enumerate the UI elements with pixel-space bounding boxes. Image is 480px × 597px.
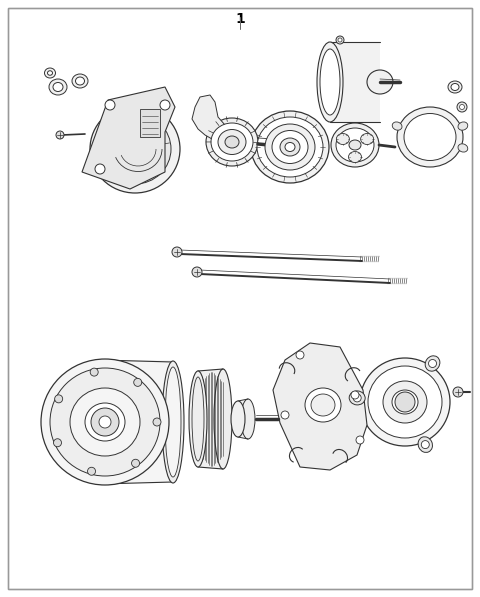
Circle shape (153, 418, 161, 426)
Ellipse shape (311, 394, 335, 416)
Circle shape (95, 164, 105, 174)
Ellipse shape (206, 118, 258, 166)
Polygon shape (198, 369, 223, 469)
Ellipse shape (448, 81, 462, 93)
Circle shape (429, 359, 436, 368)
Ellipse shape (218, 130, 246, 155)
Circle shape (192, 267, 202, 277)
Ellipse shape (90, 105, 180, 193)
Polygon shape (192, 95, 240, 152)
Circle shape (421, 441, 429, 448)
Ellipse shape (418, 437, 432, 453)
Ellipse shape (50, 368, 160, 476)
Circle shape (160, 100, 170, 110)
Ellipse shape (192, 377, 204, 461)
Ellipse shape (41, 359, 169, 485)
Ellipse shape (280, 138, 300, 156)
Circle shape (56, 131, 64, 139)
Ellipse shape (383, 381, 427, 423)
Ellipse shape (404, 113, 456, 161)
Circle shape (351, 391, 359, 399)
Circle shape (356, 436, 364, 444)
Ellipse shape (72, 74, 88, 88)
Circle shape (105, 100, 115, 110)
Circle shape (172, 247, 182, 257)
Ellipse shape (392, 122, 402, 130)
Circle shape (457, 102, 467, 112)
Ellipse shape (368, 366, 442, 438)
Ellipse shape (348, 152, 361, 162)
Ellipse shape (241, 399, 255, 439)
Polygon shape (82, 87, 175, 189)
Ellipse shape (165, 367, 181, 477)
Circle shape (99, 416, 111, 428)
Ellipse shape (451, 84, 459, 91)
Ellipse shape (225, 136, 239, 148)
Ellipse shape (317, 42, 343, 122)
Ellipse shape (214, 369, 232, 469)
Circle shape (53, 439, 61, 447)
Circle shape (281, 411, 289, 419)
Ellipse shape (458, 144, 468, 152)
Polygon shape (238, 399, 248, 439)
Text: 1: 1 (235, 12, 245, 26)
Ellipse shape (70, 388, 140, 456)
Circle shape (453, 387, 463, 397)
Ellipse shape (392, 390, 418, 414)
Circle shape (134, 378, 142, 386)
Ellipse shape (211, 123, 253, 161)
Circle shape (55, 395, 63, 403)
Circle shape (91, 408, 119, 436)
Ellipse shape (360, 358, 450, 446)
Ellipse shape (48, 71, 52, 75)
Circle shape (338, 38, 342, 42)
Circle shape (353, 394, 361, 402)
Ellipse shape (458, 122, 468, 130)
Polygon shape (100, 360, 173, 484)
Circle shape (336, 36, 344, 44)
Ellipse shape (425, 356, 440, 371)
Ellipse shape (331, 123, 379, 167)
Ellipse shape (265, 124, 315, 170)
Ellipse shape (85, 403, 125, 441)
Ellipse shape (120, 135, 150, 163)
Ellipse shape (305, 388, 341, 422)
Ellipse shape (336, 134, 349, 144)
Ellipse shape (189, 371, 207, 467)
Ellipse shape (397, 107, 463, 167)
Ellipse shape (99, 114, 171, 184)
Ellipse shape (251, 111, 329, 183)
Polygon shape (273, 343, 367, 470)
Ellipse shape (75, 77, 84, 85)
Ellipse shape (231, 401, 245, 437)
Ellipse shape (126, 140, 144, 158)
Circle shape (87, 467, 96, 475)
Ellipse shape (336, 128, 374, 162)
Ellipse shape (320, 49, 340, 115)
Polygon shape (330, 42, 380, 122)
Circle shape (90, 368, 98, 376)
Ellipse shape (367, 70, 393, 94)
Ellipse shape (45, 68, 56, 78)
Ellipse shape (49, 79, 67, 95)
Ellipse shape (162, 361, 184, 483)
Ellipse shape (360, 134, 373, 144)
Bar (140, 109, 160, 137)
Ellipse shape (257, 117, 323, 177)
Ellipse shape (349, 391, 365, 405)
Ellipse shape (349, 140, 361, 150)
Circle shape (296, 351, 304, 359)
Circle shape (132, 459, 140, 467)
Circle shape (395, 392, 415, 412)
Ellipse shape (272, 131, 308, 164)
Ellipse shape (53, 82, 63, 91)
Circle shape (459, 104, 465, 109)
Ellipse shape (285, 143, 295, 152)
